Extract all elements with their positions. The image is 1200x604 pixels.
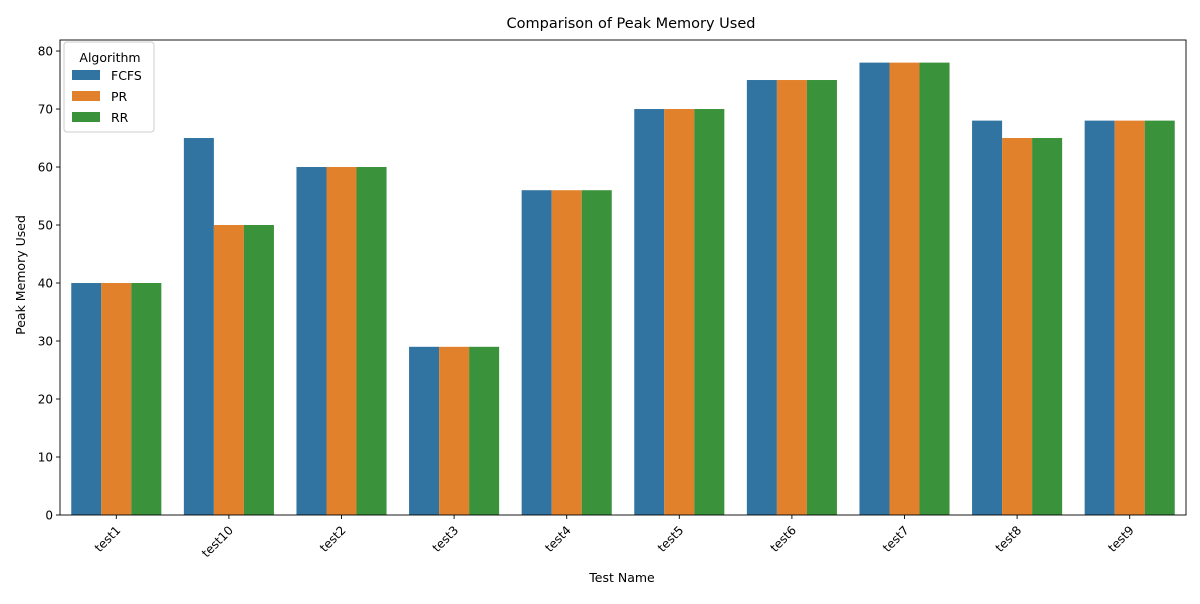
bar-rr-test2 <box>356 167 387 515</box>
y-tick-label: 80 <box>38 45 53 59</box>
bar-pr-test2 <box>326 167 357 515</box>
legend-label-rr: RR <box>111 110 129 125</box>
y-tick-label: 70 <box>38 103 53 117</box>
chart-title: Comparison of Peak Memory Used <box>507 16 756 32</box>
x-tick-label: test10 <box>199 523 236 560</box>
x-axis-label: Test Name <box>588 570 655 585</box>
y-tick-label: 10 <box>38 451 53 465</box>
bar-rr-test6 <box>806 80 837 516</box>
bar-fcfs-test8 <box>972 120 1003 516</box>
bar-rr-test5 <box>694 109 725 516</box>
bar-pr-test3 <box>439 346 470 515</box>
bar-pr-test8 <box>1002 138 1033 515</box>
bar-fcfs-test9 <box>1084 120 1115 516</box>
legend-swatch-pr <box>72 91 100 101</box>
bars-group <box>71 62 1175 516</box>
x-tick-label: test7 <box>880 523 912 555</box>
y-tick-label: 40 <box>38 277 53 291</box>
legend-swatch-rr <box>72 112 100 122</box>
x-tick-label: test2 <box>317 523 349 555</box>
x-tick-label: test1 <box>92 523 124 555</box>
bar-pr-test10 <box>213 225 244 515</box>
legend-label-fcfs: FCFS <box>111 68 142 83</box>
x-tick-label: test4 <box>542 523 574 555</box>
legend-label-pr: PR <box>111 89 128 104</box>
y-tick-label: 0 <box>45 509 53 523</box>
y-tick-label: 50 <box>38 219 53 233</box>
legend-title: Algorithm <box>79 50 140 65</box>
legend: Algorithm FCFS PR RR <box>63 41 155 133</box>
x-tick-label: test8 <box>993 523 1025 555</box>
bar-fcfs-test6 <box>746 80 777 516</box>
bar-rr-test1 <box>131 283 162 515</box>
bar-pr-test9 <box>1114 120 1145 516</box>
x-tick-label: test9 <box>1105 523 1137 555</box>
bar-pr-test4 <box>551 190 582 515</box>
bar-pr-test5 <box>664 109 695 516</box>
bar-rr-test7 <box>919 62 950 516</box>
x-tick-label: test3 <box>430 523 462 555</box>
bar-rr-test3 <box>469 346 500 515</box>
y-tick-label: 30 <box>38 335 53 349</box>
legend-swatch-fcfs <box>72 70 100 80</box>
bar-fcfs-test5 <box>634 109 665 516</box>
x-axis: test1 test10 test2 test3 test4 test5 test6 test… <box>92 515 1137 560</box>
legend-box <box>63 41 155 133</box>
bar-fcfs-test4 <box>521 190 552 515</box>
bar-rr-test10 <box>243 225 274 515</box>
y-axis-label: Peak Memory Used <box>13 215 28 335</box>
y-tick-label: 60 <box>38 161 53 175</box>
bar-fcfs-test2 <box>296 167 327 515</box>
y-axis: 0 10 20 30 40 50 60 70 80 <box>38 45 60 523</box>
bar-pr-test6 <box>776 80 807 516</box>
bar-rr-test4 <box>581 190 612 515</box>
x-tick-label: test5 <box>655 523 687 555</box>
bar-fcfs-test10 <box>183 138 214 515</box>
bar-fcfs-test3 <box>409 346 440 515</box>
bar-pr-test1 <box>101 283 132 515</box>
bar-pr-test7 <box>889 62 920 516</box>
y-tick-label: 20 <box>38 393 53 407</box>
bar-fcfs-test1 <box>71 283 102 515</box>
bar-fcfs-test7 <box>859 62 890 516</box>
plot-frame <box>59 39 1187 516</box>
x-tick-label: test6 <box>767 523 799 555</box>
bar-rr-test9 <box>1144 120 1175 516</box>
bar-rr-test8 <box>1032 138 1063 515</box>
